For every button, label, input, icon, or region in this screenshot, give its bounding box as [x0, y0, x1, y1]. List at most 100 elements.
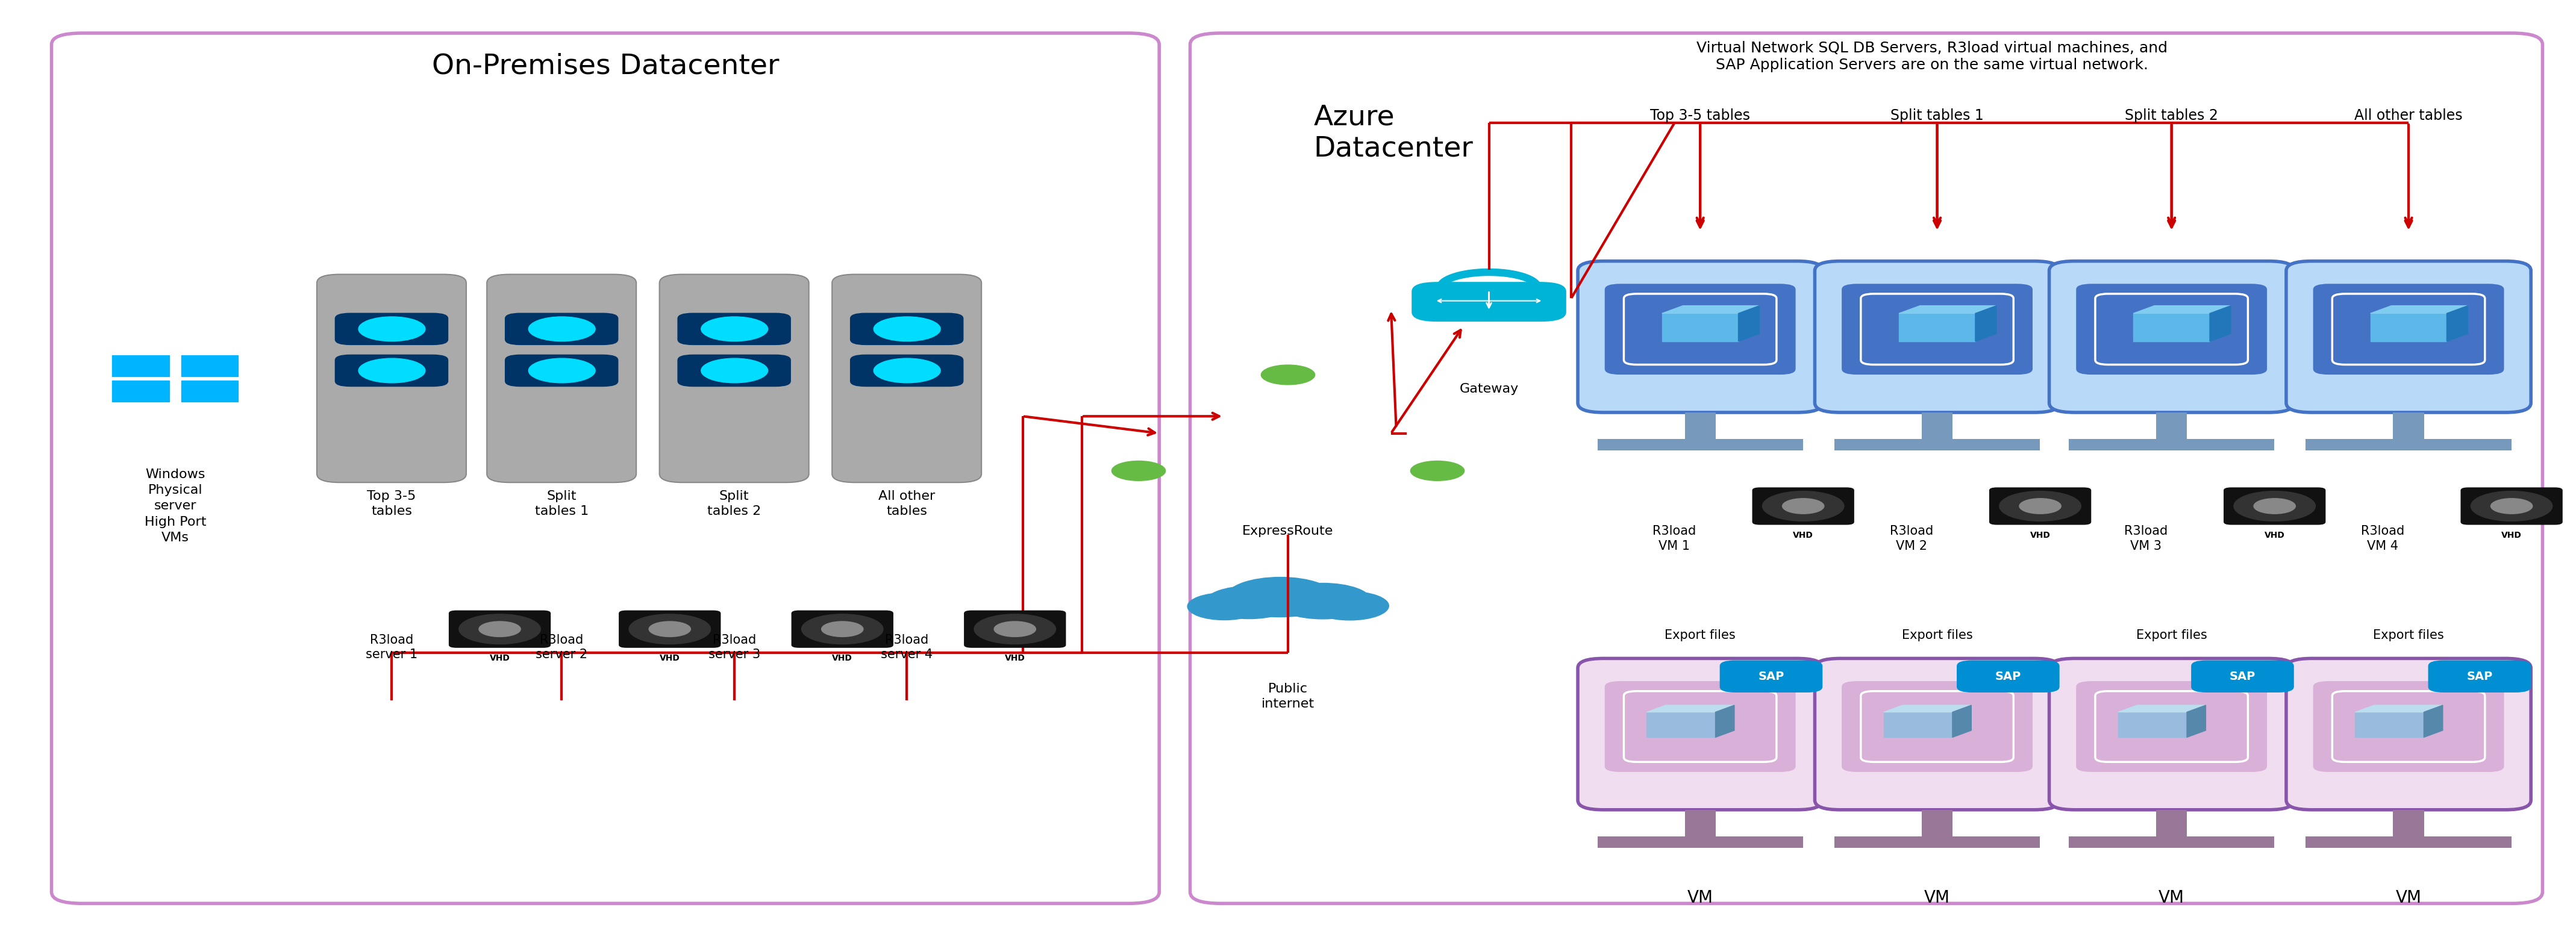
FancyBboxPatch shape	[335, 355, 448, 387]
Circle shape	[649, 622, 690, 637]
FancyBboxPatch shape	[1721, 660, 1824, 692]
Text: Windows
Physical
server
High Port
VMs: Windows Physical server High Port VMs	[144, 468, 206, 544]
Polygon shape	[180, 380, 237, 401]
Polygon shape	[113, 380, 170, 401]
Text: Top 3-5 tables: Top 3-5 tables	[1651, 109, 1749, 123]
FancyBboxPatch shape	[2460, 487, 2563, 525]
Polygon shape	[1662, 306, 1759, 313]
FancyBboxPatch shape	[2313, 284, 2504, 375]
FancyBboxPatch shape	[505, 355, 618, 387]
Circle shape	[1226, 577, 1334, 617]
Text: R3load
server 3: R3load server 3	[708, 634, 760, 661]
Text: VM: VM	[2159, 889, 2184, 906]
Text: Gateway: Gateway	[1461, 383, 1517, 395]
FancyBboxPatch shape	[963, 610, 1066, 648]
Text: All other
tables: All other tables	[878, 490, 935, 517]
Circle shape	[1275, 583, 1370, 619]
Circle shape	[528, 317, 595, 342]
FancyBboxPatch shape	[1814, 261, 2061, 412]
Circle shape	[873, 317, 940, 342]
FancyBboxPatch shape	[677, 355, 791, 387]
Text: Split
tables 1: Split tables 1	[536, 490, 587, 517]
Text: Azure
Datacenter: Azure Datacenter	[1314, 104, 1473, 163]
Text: R3load
VM 1: R3load VM 1	[1654, 525, 1695, 552]
Polygon shape	[1953, 705, 1971, 737]
Circle shape	[822, 622, 863, 637]
Circle shape	[479, 622, 520, 637]
Polygon shape	[2210, 306, 2231, 342]
Text: VM: VM	[1924, 889, 1950, 906]
Text: R3load
VM 2: R3load VM 2	[1891, 525, 1932, 552]
FancyBboxPatch shape	[1605, 681, 1795, 772]
Polygon shape	[2447, 306, 2468, 342]
FancyBboxPatch shape	[448, 610, 551, 648]
FancyBboxPatch shape	[505, 313, 618, 345]
FancyBboxPatch shape	[2313, 681, 2504, 772]
Text: R3load
server 2: R3load server 2	[536, 634, 587, 661]
Bar	[2306, 439, 2512, 450]
Polygon shape	[2370, 306, 2468, 313]
Circle shape	[1113, 461, 1164, 481]
FancyBboxPatch shape	[1577, 261, 1824, 412]
Text: R3load
VM 4: R3load VM 4	[2362, 525, 2403, 552]
Text: Export files: Export files	[1664, 629, 1736, 641]
Bar	[1834, 836, 2040, 848]
FancyBboxPatch shape	[2076, 284, 2267, 375]
FancyBboxPatch shape	[850, 313, 963, 345]
Polygon shape	[1883, 712, 1953, 737]
Circle shape	[994, 622, 1036, 637]
Circle shape	[2491, 499, 2532, 514]
Polygon shape	[1899, 306, 1996, 313]
Circle shape	[1412, 461, 1463, 481]
Text: VHD: VHD	[1005, 654, 1025, 662]
Bar	[2306, 836, 2512, 848]
Text: VM: VM	[1687, 889, 1713, 906]
Polygon shape	[1646, 705, 1734, 712]
Polygon shape	[2133, 306, 2231, 313]
Text: Split tables 2: Split tables 2	[2125, 109, 2218, 123]
Bar	[1216, 604, 1360, 613]
Polygon shape	[180, 356, 237, 377]
Polygon shape	[2354, 712, 2424, 737]
Polygon shape	[2187, 705, 2205, 737]
Text: VHD: VHD	[2030, 531, 2050, 539]
Text: VHD: VHD	[1793, 531, 1814, 539]
Bar	[1597, 439, 1803, 450]
Text: VHD: VHD	[489, 654, 510, 662]
Circle shape	[1262, 365, 1314, 385]
FancyBboxPatch shape	[1842, 681, 2032, 772]
Polygon shape	[2354, 705, 2442, 712]
Circle shape	[2470, 491, 2553, 521]
Circle shape	[2254, 499, 2295, 514]
FancyBboxPatch shape	[1814, 658, 2061, 810]
FancyBboxPatch shape	[335, 313, 448, 345]
Circle shape	[1188, 593, 1262, 620]
FancyBboxPatch shape	[1577, 658, 1824, 810]
FancyBboxPatch shape	[618, 610, 721, 648]
Polygon shape	[2117, 712, 2187, 737]
Bar	[2069, 836, 2275, 848]
Polygon shape	[1883, 705, 1971, 712]
Circle shape	[528, 359, 595, 383]
Polygon shape	[113, 356, 170, 377]
Bar	[2069, 439, 2275, 450]
Polygon shape	[1716, 705, 1734, 737]
FancyBboxPatch shape	[659, 274, 809, 482]
Text: Export files: Export files	[1901, 629, 1973, 641]
Circle shape	[358, 317, 425, 342]
Text: VHD: VHD	[2264, 531, 2285, 539]
Circle shape	[459, 614, 541, 644]
FancyBboxPatch shape	[2223, 487, 2326, 525]
Polygon shape	[1662, 313, 1739, 342]
Bar	[2156, 412, 2187, 441]
FancyBboxPatch shape	[1989, 487, 2092, 525]
FancyBboxPatch shape	[1412, 282, 1566, 322]
Circle shape	[2020, 499, 2061, 514]
Text: Split tables 1: Split tables 1	[1891, 109, 1984, 123]
FancyBboxPatch shape	[317, 274, 466, 482]
Text: SAP: SAP	[1994, 671, 2022, 682]
Polygon shape	[2370, 313, 2447, 342]
FancyBboxPatch shape	[2429, 660, 2532, 692]
Circle shape	[358, 359, 425, 383]
Polygon shape	[1976, 306, 1996, 342]
